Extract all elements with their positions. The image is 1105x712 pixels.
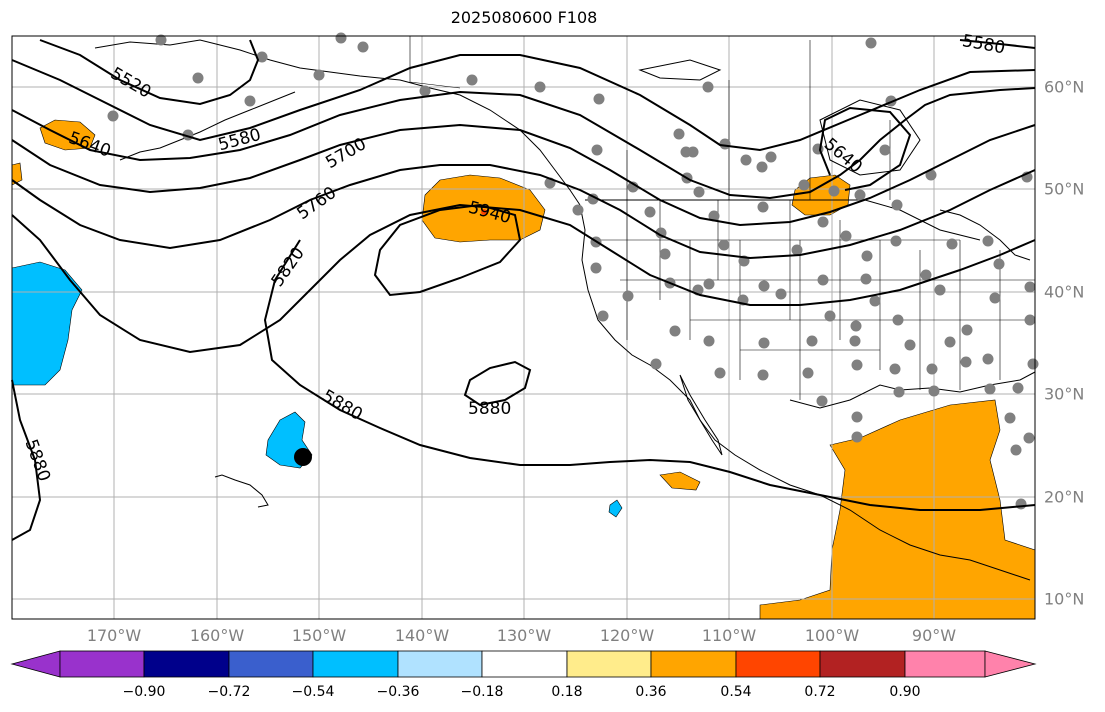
latitude-label: 50°N	[1044, 179, 1085, 199]
contour-5520	[39, 39, 260, 106]
colorbar-tick-label: −0.54	[291, 684, 335, 700]
colorbar-tick-label: 0.54	[720, 684, 752, 700]
state-borders	[409, 36, 1035, 400]
longitude-label: 100°W	[804, 626, 860, 645]
colorbar-segment	[397, 650, 483, 678]
colorbar-tick-label: −0.90	[122, 684, 166, 700]
height-contours	[11, 39, 1036, 541]
colorbar	[10, 650, 1037, 678]
colorbar-segment	[143, 650, 230, 678]
colorbar-segment	[312, 650, 399, 678]
colorbar-segment	[228, 650, 314, 678]
latitude-label: 20°N	[1044, 487, 1085, 507]
colorbar-segment	[735, 650, 821, 678]
colorbar-segment	[650, 650, 737, 678]
west-coast	[579, 204, 1031, 581]
contour-5640-loop	[818, 106, 912, 191]
contour-5580-west	[11, 54, 1036, 152]
contour-5880-west	[11, 379, 42, 541]
colorbar-segment	[904, 650, 986, 678]
contour-5700	[11, 123, 1036, 227]
colorbar-tick-label: −0.72	[207, 684, 251, 700]
colorbar-segment	[481, 650, 568, 678]
map-frame	[11, 35, 1036, 620]
longitude-label: 110°W	[701, 626, 757, 645]
longitude-label: 160°W	[189, 626, 245, 645]
latitude-label: 30°N	[1044, 384, 1085, 404]
contour-label: 5880	[468, 399, 511, 419]
anomaly-fills	[11, 119, 1036, 620]
latitude-label: 10°N	[1044, 589, 1085, 609]
contour-5820	[11, 203, 1036, 354]
arctic-islands	[638, 59, 722, 81]
contour-5640	[11, 87, 1036, 200]
positive-anomaly-region	[39, 119, 96, 151]
colorbar-segment	[10, 650, 61, 678]
maximum-marker	[481, 209, 487, 215]
longitude-label: 120°W	[599, 626, 655, 645]
storm-marker	[294, 448, 312, 466]
longitude-label: 140°W	[394, 626, 450, 645]
gulf-coast	[789, 371, 1036, 409]
colorbar-segment	[819, 650, 906, 678]
contour-5940	[373, 203, 522, 297]
colorbar-segment	[984, 650, 1037, 678]
longitude-label: 150°W	[291, 626, 347, 645]
aleutian-chain	[119, 91, 296, 161]
baja-peninsula	[679, 374, 723, 456]
great-lakes	[939, 209, 1031, 261]
positive-anomaly-region	[659, 471, 701, 491]
colorbar-tick-label: −0.36	[376, 684, 420, 700]
latitude-label: 40°N	[1044, 282, 1085, 302]
colorbar-tick-label: 0.36	[635, 684, 667, 700]
longitude-label: 170°W	[86, 626, 142, 645]
contour-5880-main	[263, 239, 1036, 511]
colorbar-tick-label: 0.72	[804, 684, 836, 700]
alaska-coast	[94, 39, 581, 206]
colorbar-tick-label: 0.18	[551, 684, 583, 700]
latitude-label: 60°N	[1044, 77, 1085, 97]
hawaii-islands	[214, 474, 269, 508]
longitude-label: 90°W	[911, 626, 957, 645]
negative-anomaly-region	[11, 261, 83, 386]
map-title: 2025080600 F108	[450, 8, 598, 27]
contour-5880-small	[463, 360, 532, 407]
colorbar-segment	[59, 650, 145, 678]
contour-5760	[11, 164, 1036, 260]
colorbar-tick-label: 0.90	[889, 684, 921, 700]
hudson-bay	[819, 99, 921, 176]
negative-anomaly-region	[608, 499, 623, 518]
colorbar-tick-label: −0.18	[460, 684, 504, 700]
positive-anomaly-region	[421, 174, 546, 243]
longitude-label: 130°W	[496, 626, 552, 645]
colorbar-segment	[566, 650, 652, 678]
coastlines	[94, 39, 1036, 581]
contour-5580-east	[959, 39, 1036, 49]
